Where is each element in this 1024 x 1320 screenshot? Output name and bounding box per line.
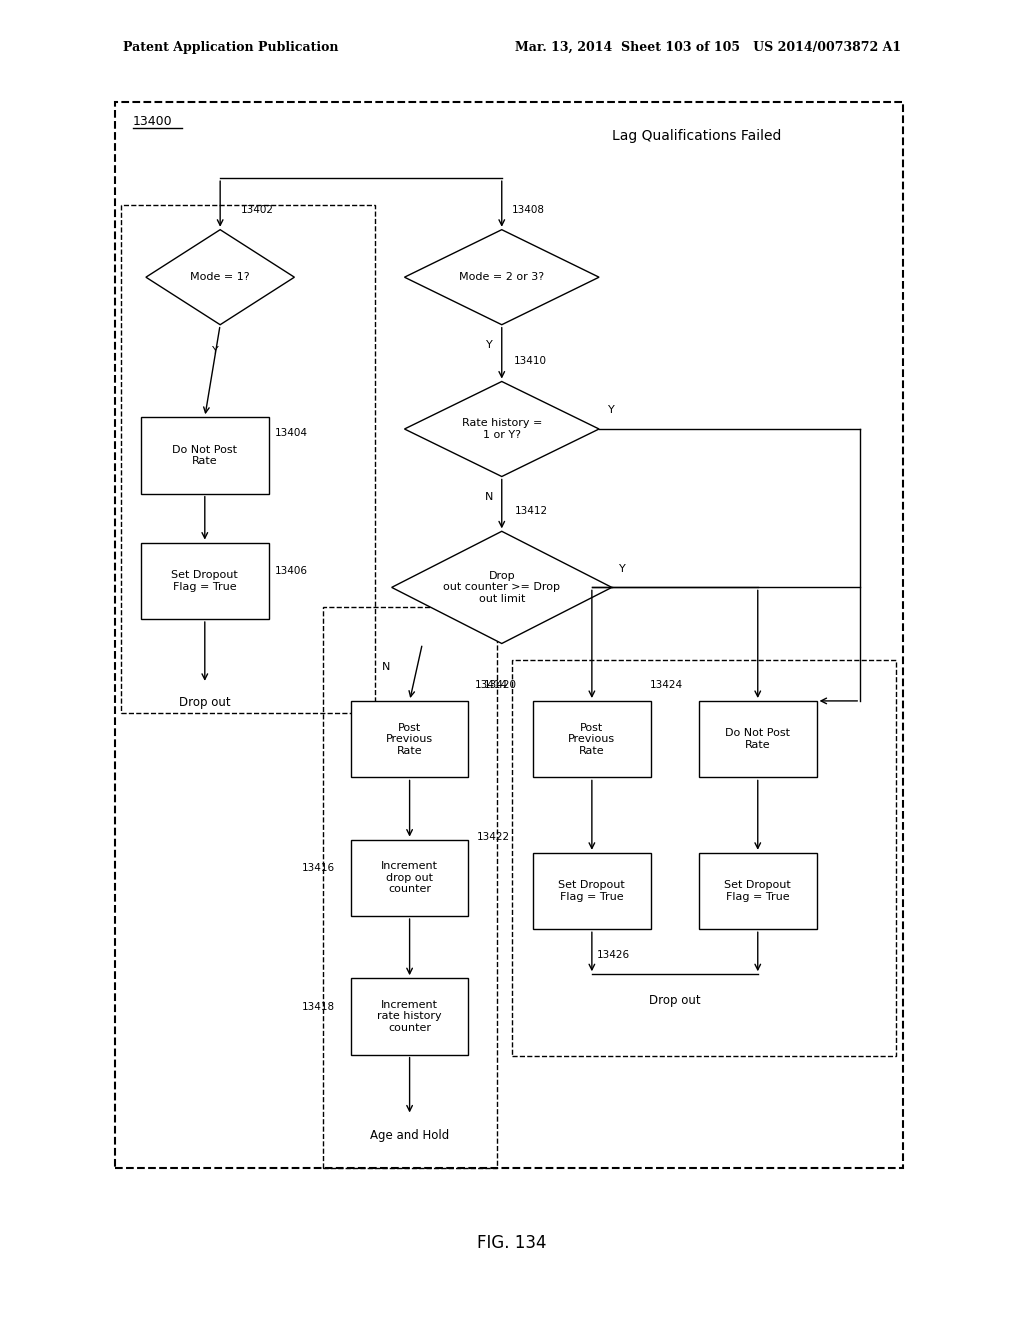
Text: FIG. 134: FIG. 134 xyxy=(477,1234,547,1253)
Text: 13404: 13404 xyxy=(274,428,308,438)
Text: 13416: 13416 xyxy=(302,863,335,874)
Text: 13402: 13402 xyxy=(241,205,273,215)
Text: Set Dropout
Flag = True: Set Dropout Flag = True xyxy=(724,880,792,902)
Text: Mode = 2 or 3?: Mode = 2 or 3? xyxy=(459,272,545,282)
Text: Post
Previous
Rate: Post Previous Rate xyxy=(386,722,433,756)
Text: Increment
drop out
counter: Increment drop out counter xyxy=(381,861,438,895)
Text: Do Not Post
Rate: Do Not Post Rate xyxy=(725,729,791,750)
Polygon shape xyxy=(146,230,295,325)
Text: Y: Y xyxy=(608,405,614,416)
Text: 13410: 13410 xyxy=(514,356,547,367)
Bar xyxy=(141,417,268,494)
Text: Mode = 1?: Mode = 1? xyxy=(190,272,250,282)
Bar xyxy=(532,853,651,929)
Text: Drop out: Drop out xyxy=(649,994,700,1007)
Text: Increment
rate history
counter: Increment rate history counter xyxy=(377,999,442,1034)
Text: Set Dropout
Flag = True: Set Dropout Flag = True xyxy=(171,570,239,591)
Text: Set Dropout
Flag = True: Set Dropout Flag = True xyxy=(558,880,626,902)
Text: 13406: 13406 xyxy=(274,566,308,577)
Bar xyxy=(350,840,469,916)
Text: Patent Application Publication: Patent Application Publication xyxy=(123,41,338,54)
Bar xyxy=(532,701,651,777)
Text: 13424: 13424 xyxy=(649,680,683,690)
Text: 13418: 13418 xyxy=(302,1002,335,1012)
Text: 13400: 13400 xyxy=(133,115,173,128)
Bar xyxy=(350,701,469,777)
Bar xyxy=(350,978,469,1055)
Polygon shape xyxy=(404,381,599,477)
Text: Mar. 13, 2014  Sheet 103 of 105   US 2014/0073872 A1: Mar. 13, 2014 Sheet 103 of 105 US 2014/0… xyxy=(515,41,901,54)
Polygon shape xyxy=(404,230,599,325)
Text: Post
Previous
Rate: Post Previous Rate xyxy=(568,722,615,756)
Bar xyxy=(141,543,268,619)
Text: Do Not Post
Rate: Do Not Post Rate xyxy=(172,445,238,466)
Text: Drop
out counter >= Drop
out limit: Drop out counter >= Drop out limit xyxy=(443,570,560,605)
Text: Y: Y xyxy=(486,341,493,351)
Bar xyxy=(698,853,817,929)
Text: Drop out: Drop out xyxy=(179,696,230,709)
Text: 13426: 13426 xyxy=(597,950,630,961)
Text: N: N xyxy=(382,661,391,672)
Text: 13414: 13414 xyxy=(475,680,508,690)
Text: 13422: 13422 xyxy=(476,832,510,842)
Text: Rate history =
1 or Y?: Rate history = 1 or Y? xyxy=(462,418,542,440)
Text: Y: Y xyxy=(212,346,218,356)
Text: 13408: 13408 xyxy=(512,205,545,215)
Text: Lag Qualifications Failed: Lag Qualifications Failed xyxy=(611,129,781,143)
Text: 13412: 13412 xyxy=(515,506,548,516)
Polygon shape xyxy=(391,531,612,643)
Text: 13420: 13420 xyxy=(483,680,517,690)
Text: Y: Y xyxy=(618,564,626,574)
Text: Age and Hold: Age and Hold xyxy=(370,1129,450,1142)
Bar xyxy=(698,701,817,777)
Text: N: N xyxy=(485,492,494,503)
